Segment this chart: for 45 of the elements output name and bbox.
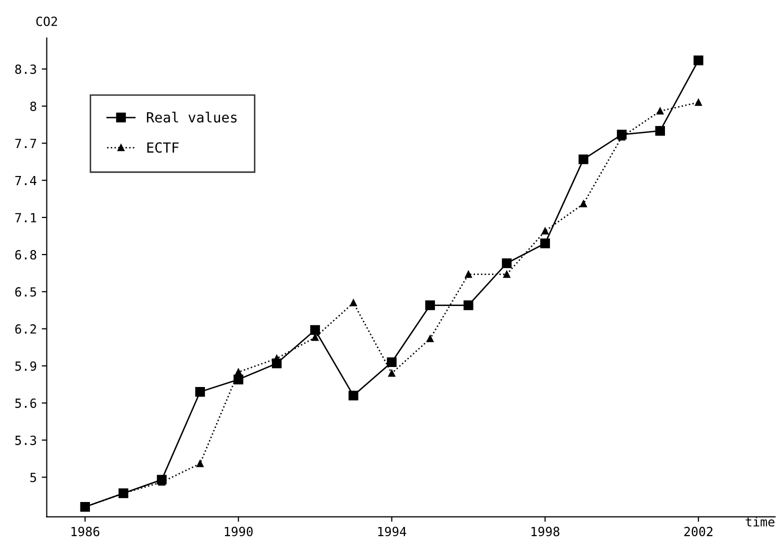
x-tick-label: 2002 — [684, 526, 712, 536]
point — [348, 390, 358, 400]
y-tick-label: 6.8 — [15, 250, 36, 260]
point — [503, 270, 510, 278]
legend-label: Real values — [146, 112, 237, 123]
y-tick-label: 7.4 — [15, 176, 36, 186]
point — [310, 325, 320, 335]
point — [425, 300, 435, 310]
point — [388, 370, 396, 377]
point — [464, 300, 474, 310]
point — [656, 108, 664, 115]
point — [694, 98, 702, 106]
point — [426, 335, 434, 342]
y-tick-label: 8.3 — [15, 64, 36, 74]
point — [542, 228, 549, 235]
x-tick-label: 1994 — [378, 526, 406, 536]
x-axis-title: time — [746, 516, 774, 527]
y-tick-label: 7.1 — [15, 213, 36, 222]
point — [234, 374, 244, 384]
point — [464, 270, 472, 278]
point — [580, 200, 587, 208]
point — [350, 299, 357, 306]
point — [312, 334, 319, 341]
y-tick-label: 5.6 — [15, 398, 36, 408]
y-tick-label: 6.5 — [15, 287, 36, 297]
point — [502, 258, 512, 268]
point — [195, 387, 205, 397]
point — [196, 460, 204, 468]
y-tick-label: 5 — [30, 472, 36, 482]
point — [234, 368, 242, 376]
point — [694, 55, 704, 66]
point — [386, 357, 397, 368]
x-tick-label: 1998 — [532, 526, 560, 536]
y-tick-label: 5.3 — [15, 436, 36, 446]
x-tick-label: 1986 — [72, 526, 100, 536]
point — [540, 238, 550, 248]
y-tick-label: 8 — [30, 102, 36, 112]
y-tick-label: 7.7 — [15, 138, 36, 148]
y-axis-title: CO2 — [36, 16, 57, 26]
x-tick-label: 1990 — [224, 526, 253, 536]
y-tick-label: 5.9 — [15, 361, 36, 371]
legend-label: ECTF — [147, 142, 179, 153]
y-tick-label: 6.2 — [15, 324, 36, 334]
point — [655, 126, 665, 136]
point — [578, 154, 588, 164]
